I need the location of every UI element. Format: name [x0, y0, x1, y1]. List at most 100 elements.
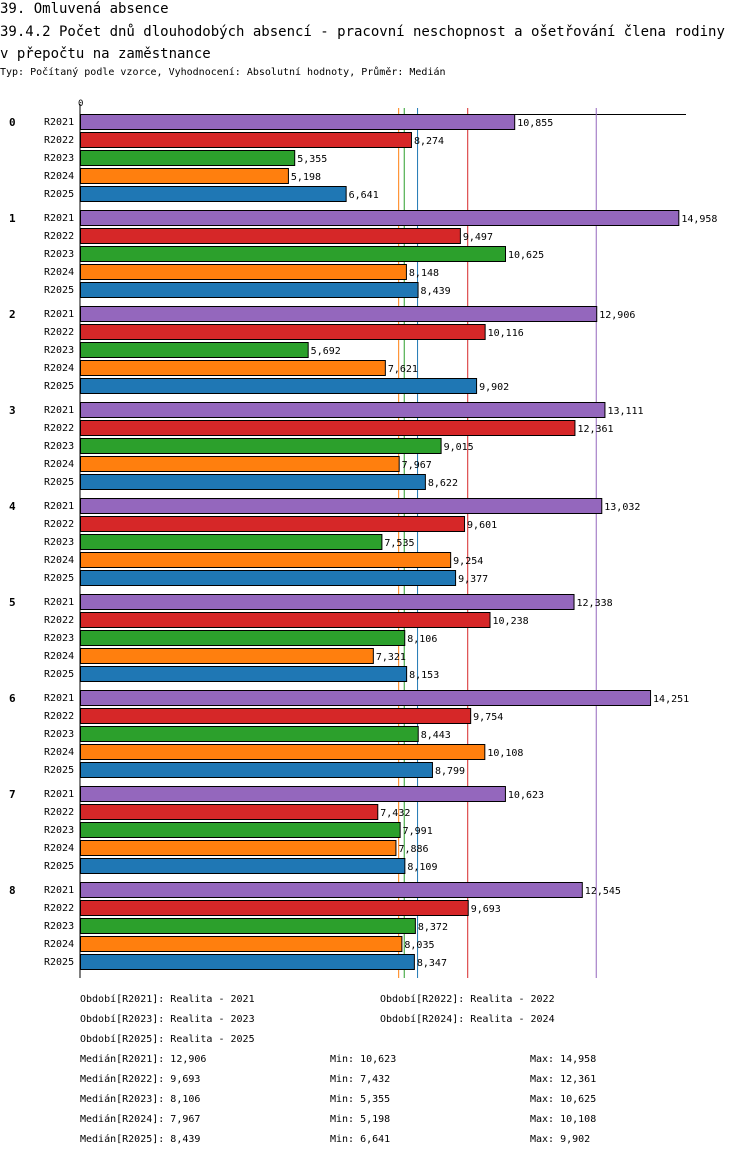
bar-r2024-cat-2: [80, 360, 386, 376]
bar-r2023-cat-2: [80, 342, 309, 358]
chart-subtitle: 39.4.2 Počet dnů dlouhodobých absencí - …: [0, 24, 734, 62]
bar-value-label: 10,855: [517, 118, 553, 129]
series-tick-label: R2022: [44, 519, 74, 530]
stat-max-r2025: Max: 9,902: [530, 1134, 591, 1145]
series-tick-label: R2023: [44, 249, 74, 260]
bar-r2021-cat-5: [80, 594, 575, 610]
series-tick-label: R2025: [44, 285, 74, 296]
series-tick-label: R2021: [44, 501, 74, 512]
bar-value-label: 9,754: [473, 712, 503, 723]
bar-value-label: 13,111: [607, 406, 643, 417]
bar-r2023-cat-6: [80, 726, 419, 742]
category-label-0: 0: [9, 116, 16, 129]
series-tick-label: R2024: [44, 651, 74, 662]
bar-r2021-cat-1: [80, 210, 680, 226]
legend-period-r2022: Období[R2022]: Realita - 2022: [380, 994, 555, 1005]
series-tick-label: R2022: [44, 327, 74, 338]
series-tick-label: R2021: [44, 693, 74, 704]
legend-period-r2024: Období[R2024]: Realita - 2024: [380, 1014, 555, 1025]
legend-period-r2025: Období[R2025]: Realita - 2025: [80, 1034, 255, 1045]
bar-r2024-cat-7: [80, 840, 397, 856]
bar-r2024-cat-4: [80, 552, 452, 568]
series-tick-label: R2024: [44, 171, 74, 182]
stat-min-r2024: Min: 5,198: [330, 1114, 391, 1125]
bar-value-label: 7,432: [380, 808, 410, 819]
bar-r2023-cat-5: [80, 630, 406, 646]
bar-r2021-cat-7: [80, 786, 506, 802]
bar-r2025-cat-4: [80, 570, 457, 586]
bar-r2022-cat-1: [80, 228, 461, 244]
stat-min-r2025: Min: 6,641: [330, 1134, 391, 1145]
series-tick-label: R2024: [44, 939, 74, 950]
category-label-8: 8: [9, 884, 16, 897]
bar-r2021-cat-6: [80, 690, 652, 706]
series-tick-label: R2025: [44, 573, 74, 584]
series-tick-label: R2022: [44, 231, 74, 242]
bar-r2022-cat-0: [80, 132, 412, 148]
bar-r2021-cat-2: [80, 306, 598, 322]
bar-value-label: 10,116: [488, 328, 524, 339]
bar-value-label: 10,238: [493, 616, 529, 627]
bar-value-label: 7,991: [403, 826, 433, 837]
bar-value-label: 10,625: [508, 250, 544, 261]
stat-max-r2023: Max: 10,625: [530, 1094, 597, 1105]
bar-r2023-cat-0: [80, 150, 296, 166]
series-tick-label: R2025: [44, 381, 74, 392]
stat-median-r2024: Medián[R2024]: 7,967: [80, 1114, 201, 1125]
bar-value-label: 7,886: [398, 844, 428, 855]
bar-value-label: 8,035: [404, 940, 434, 951]
series-tick-label: R2022: [44, 615, 74, 626]
series-tick-label: R2021: [44, 309, 74, 320]
series-tick-label: R2023: [44, 921, 74, 932]
category-label-1: 1: [9, 212, 16, 225]
stat-min-r2021: Min: 10,623: [330, 1054, 397, 1065]
bar-r2025-cat-1: [80, 282, 419, 298]
bar-value-label: 8,153: [409, 670, 439, 681]
series-tick-label: R2025: [44, 669, 74, 680]
series-tick-label: R2022: [44, 807, 74, 818]
bar-value-label: 12,338: [577, 598, 613, 609]
bar-r2023-cat-1: [80, 246, 506, 262]
bar-r2022-cat-7: [80, 804, 379, 820]
bar-value-label: 12,545: [585, 886, 621, 897]
bar-value-label: 8,347: [417, 958, 447, 969]
series-tick-label: R2025: [44, 957, 74, 968]
bar-value-label: 8,106: [407, 634, 437, 645]
bar-value-label: 8,439: [421, 286, 451, 297]
series-tick-label: R2022: [44, 135, 74, 146]
bar-value-label: 8,372: [418, 922, 448, 933]
series-tick-label: R2021: [44, 885, 74, 896]
series-tick-label: R2024: [44, 747, 74, 758]
category-label-6: 6: [9, 692, 16, 705]
category-label-3: 3: [9, 404, 16, 417]
bar-r2025-cat-2: [80, 378, 478, 394]
stat-max-r2024: Max: 10,108: [530, 1114, 597, 1125]
bar-r2022-cat-8: [80, 900, 469, 916]
bar-r2024-cat-1: [80, 264, 407, 280]
bar-r2025-cat-3: [80, 474, 426, 490]
series-tick-label: R2024: [44, 363, 74, 374]
legend-period-r2023: Období[R2023]: Realita - 2023: [80, 1014, 255, 1025]
bar-r2022-cat-3: [80, 420, 576, 436]
stat-median-r2021: Medián[R2021]: 12,906: [80, 1054, 207, 1065]
category-label-4: 4: [9, 500, 16, 513]
bar-r2025-cat-0: [80, 186, 347, 202]
series-tick-label: R2021: [44, 117, 74, 128]
series-tick-label: R2025: [44, 861, 74, 872]
series-tick-label: R2023: [44, 153, 74, 164]
stat-max-r2021: Max: 14,958: [530, 1054, 597, 1065]
bar-value-label: 7,321: [376, 652, 406, 663]
series-tick-label: R2023: [44, 537, 74, 548]
bar-r2022-cat-6: [80, 708, 472, 724]
x-axis-zero-label: 0: [78, 99, 83, 109]
bar-value-label: 13,032: [604, 502, 640, 513]
bar-value-label: 7,535: [384, 538, 414, 549]
series-tick-label: R2025: [44, 765, 74, 776]
bar-value-label: 14,251: [653, 694, 689, 705]
series-tick-label: R2021: [44, 597, 74, 608]
bar-value-label: 8,799: [435, 766, 465, 777]
bar-r2023-cat-8: [80, 918, 416, 934]
bar-r2021-cat-3: [80, 402, 606, 418]
bar-r2021-cat-0: [80, 114, 516, 130]
series-tick-label: R2023: [44, 345, 74, 356]
